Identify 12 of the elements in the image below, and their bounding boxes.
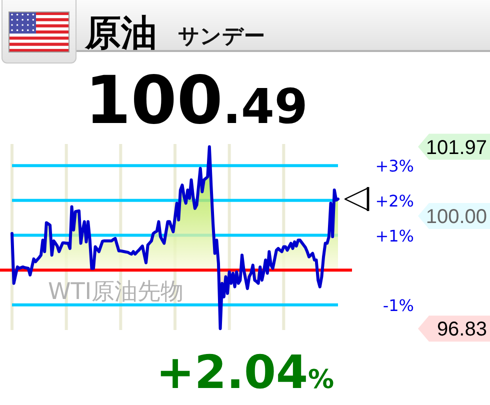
text: 96.83 [436, 318, 487, 341]
y-tick-label: +1% [375, 226, 414, 246]
chart-subtitle: サンデー [178, 24, 265, 48]
chart-title: 原油 [84, 13, 157, 54]
text: +2.04% [156, 345, 334, 399]
text: 100.49 [85, 62, 308, 139]
text: 101.97 [426, 136, 487, 159]
text: 100.00 [426, 206, 487, 228]
annotation: WTI原油先物 [48, 279, 184, 305]
y-tick-label: +3% [375, 156, 414, 176]
y-tick-label: +2% [375, 191, 414, 210]
y-tick-label: -1% [382, 296, 414, 315]
